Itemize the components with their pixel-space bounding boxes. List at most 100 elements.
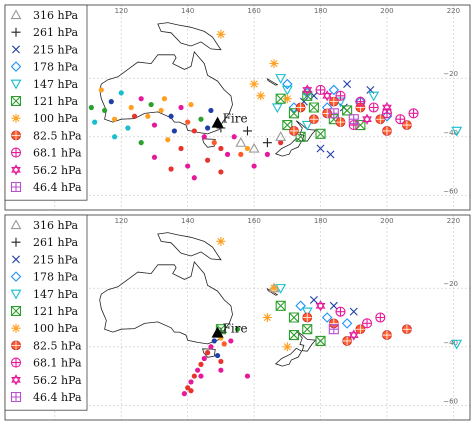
data-point [161,96,168,102]
data-point [342,105,353,116]
data-point-cross [375,114,385,124]
data-point [242,126,252,136]
data-point [316,144,325,153]
data-point [269,59,279,69]
fire-marker-icon [211,326,224,338]
legend-marker [12,255,20,264]
data-point [185,163,191,169]
legend-marker [10,305,22,317]
x-tick-label: 200 [380,7,393,15]
data-point [235,137,247,147]
data-point [282,78,293,90]
data-point [231,134,237,140]
data-point [214,352,221,359]
data-point [381,111,393,122]
new-caledonia-coast [266,287,279,296]
data-point-cross [335,91,345,101]
data-point [269,283,279,293]
data-point [281,85,293,96]
data-point [216,29,226,39]
legend-label: 147 hPa [33,288,78,301]
data-point [288,312,300,323]
data-point [208,107,214,114]
legend-label: 147 hPa [33,78,78,91]
data-point [125,125,131,131]
data-point-cross [382,108,392,118]
data-point [191,128,197,134]
data-point [112,134,118,140]
data-point [198,116,204,122]
legend-marker [10,289,22,300]
data-point-cross [362,318,372,328]
data-point [205,157,211,163]
data-point [151,154,158,160]
legend-marker [10,9,22,20]
legend-marker [10,219,22,230]
data-point [178,104,184,111]
legend-marker-cross [11,130,21,140]
tasmania-coast [202,138,216,148]
legend-marker [11,323,21,333]
x-tick-label: 220 [447,217,460,225]
data-point [321,312,333,323]
data-point [185,119,191,125]
data-point [148,101,154,108]
y-tick-label: −40 [443,129,458,137]
legend-label: 68.1 hPa [33,147,82,160]
data-point-cross [329,97,339,107]
legend-label: 82.5 hPa [33,129,82,142]
legend-label: 46.4 hPa [33,391,82,404]
australia-coast [99,261,233,345]
legend-marker [11,237,21,247]
data-point [102,107,108,114]
data-point [256,91,266,101]
x-tick-label: 200 [380,217,393,225]
data-point-cross [302,313,312,322]
legend-marker-cross [11,340,21,350]
data-point [211,338,217,344]
data-point [201,355,207,362]
data-point [275,131,287,141]
data-point [244,373,251,379]
data-point [92,119,98,125]
data-point [188,388,194,394]
data-point [451,339,463,350]
data-point [112,116,118,122]
data-point [218,169,224,175]
data-point [211,140,217,146]
fire-marker-icon [211,116,224,128]
data-point [262,138,272,148]
data-point [275,93,286,104]
data-point [138,96,144,102]
x-tick-label: 220 [447,7,460,15]
data-point [221,341,227,347]
x-tick-label: 180 [314,217,327,225]
data-point [181,391,187,397]
data-point [295,300,306,312]
legend-marker [10,79,22,90]
legend-label: 121 hPa [33,305,78,318]
data-point [368,91,380,102]
data-point [224,151,231,157]
y-tick-label: −60 [443,187,458,195]
data-point-cross [402,324,412,334]
data-point-cross [316,85,326,95]
x-tick-label: 160 [247,217,260,225]
new-guinea-coast [157,232,222,261]
data-point [249,79,259,89]
tasmania-coast [202,348,216,358]
data-point [275,74,287,84]
data-point [218,367,224,373]
data-point [264,151,270,157]
legend-label: 56.2 hPa [33,164,82,177]
data-point [198,361,204,367]
data-point [178,145,184,152]
data-point-cross [369,103,379,112]
x-tick-label: 160 [247,7,260,15]
map-layer [99,232,317,367]
legend-label: 68.1 hPa [33,357,82,370]
data-point [328,84,340,96]
data-point [188,379,194,385]
legend-label: 82.5 hPa [33,339,82,352]
data-point [328,108,339,119]
